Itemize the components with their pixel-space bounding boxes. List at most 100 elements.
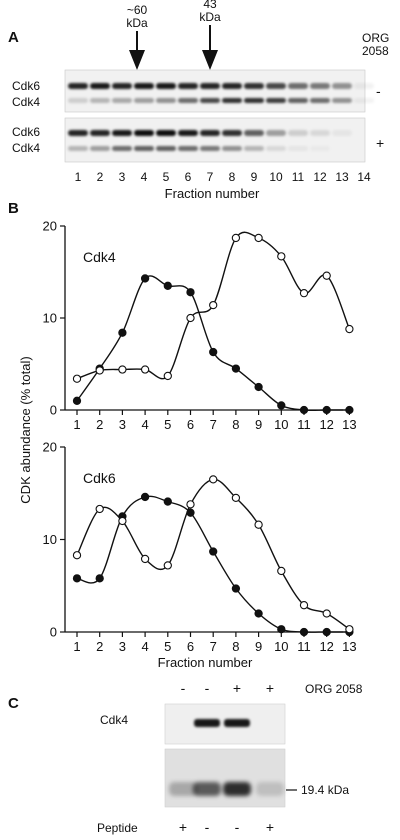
blot-band-cdk4 (222, 146, 242, 151)
data-point-open (299, 601, 309, 610)
blot-band-cdk6 (90, 83, 110, 89)
data-point-open (345, 625, 354, 634)
blot-band-cdk6 (134, 130, 154, 136)
data-point-filled (95, 574, 104, 583)
data-point-filled (322, 627, 331, 637)
lane-number: 2 (97, 170, 104, 184)
arrow-43kda-label-1: 43 (203, 0, 217, 11)
lane-number: 12 (313, 170, 327, 184)
phospho-band (193, 782, 221, 796)
lane-numbers: 1 2 3 4 5 6 7 8 9 10 11 12 13 14 (75, 170, 371, 184)
blot-band-cdk4 (156, 146, 176, 151)
blot-band-cdk4 (178, 146, 198, 151)
panel-a: A ~60 kDa 43 kDa ORG 2058 Cdk6 Cdk4 - Cd… (8, 0, 389, 201)
x-tick-label: 13 (342, 417, 356, 432)
panel-b-ylabel: CDK abundance (% total) (18, 356, 33, 503)
data-point-filled (140, 274, 150, 283)
data-point-filled (186, 288, 195, 297)
data-point-filled (140, 492, 150, 502)
blot-band-cdk4 (354, 98, 374, 103)
treatment-sign: + (233, 680, 241, 696)
panel-c-bands (169, 719, 284, 796)
data-point-open (72, 551, 82, 560)
lane-number: 4 (141, 170, 148, 184)
blot-band-cdk4 (156, 98, 176, 103)
data-point-filled (299, 405, 309, 415)
x-tick-label: 4 (141, 417, 148, 432)
blot-band-cdk4 (90, 146, 110, 151)
panel-c-marker-label: 19.4 kDa (301, 783, 349, 797)
peptide-sign: - (205, 819, 210, 835)
data-point-open (72, 374, 82, 383)
blot-band-cdk6 (68, 83, 88, 89)
blot-band-cdk6 (310, 130, 330, 136)
data-point-open (231, 233, 241, 243)
peptide-sign: + (266, 819, 274, 835)
data-point-open (254, 233, 263, 243)
cdk4-band (224, 719, 250, 727)
data-point-filled (209, 347, 218, 357)
panel-c-treatment-label: ORG 2058 (305, 682, 363, 696)
data-point-open (95, 504, 104, 514)
y-tick-label: 0 (50, 403, 57, 418)
panel-c-letter: C (8, 695, 19, 712)
x-tick-label: 5 (164, 417, 171, 432)
arrow-43kda-head (202, 50, 218, 70)
data-point-open (118, 365, 127, 374)
data-point-open (254, 520, 263, 529)
data-point-filled (163, 281, 172, 290)
chart-xlabel: Fraction number (158, 655, 253, 670)
data-point-open (345, 324, 354, 334)
phospho-band (223, 782, 251, 796)
treatment-sign: + (266, 680, 274, 696)
treatment-sign: - (205, 680, 210, 696)
x-tick-label: 7 (210, 417, 217, 432)
arrow-60kda-head (129, 50, 145, 70)
chart-title: Cdk6 (83, 470, 116, 486)
panel-c-treatment-signs: - - + + (181, 680, 274, 696)
panel-c-blot-lower (164, 748, 286, 808)
panel-c-blot-label: Cdk4 (100, 713, 128, 727)
blot-band-cdk6 (222, 130, 242, 136)
peptide-sign: - (235, 819, 240, 835)
x-tick-label: 13 (342, 639, 356, 654)
arrow-43kda: 43 kDa (199, 0, 221, 70)
blot-band-cdk4 (200, 146, 220, 151)
data-point-open (95, 366, 104, 375)
blot-plus-row-cdk6: Cdk6 (12, 125, 40, 139)
lane-number: 5 (163, 170, 170, 184)
lane-number: 7 (207, 170, 214, 184)
blot-minus-treatment: - (376, 83, 381, 99)
blot-band-cdk6 (178, 130, 198, 136)
x-tick-label: 10 (274, 639, 288, 654)
y-tick-label: 10 (43, 311, 57, 326)
blot-band-cdk6 (134, 83, 154, 89)
data-point-filled (209, 547, 218, 556)
blot-band-cdk4 (112, 98, 132, 103)
lane-number: 13 (335, 170, 349, 184)
x-tick-label: 12 (319, 417, 333, 432)
data-point-open (209, 300, 218, 310)
lane-number: 3 (119, 170, 126, 184)
data-point-open (140, 554, 150, 564)
chart-title: Cdk4 (83, 249, 116, 265)
blot-band-cdk4 (178, 98, 198, 103)
blot-band-cdk6 (156, 83, 176, 89)
x-tick-label: 8 (232, 417, 239, 432)
blot-minus-row-cdk4: Cdk4 (12, 95, 40, 109)
blot-band-cdk6 (200, 83, 220, 89)
blot-band-cdk6 (244, 130, 264, 136)
panel-b-letter: B (8, 200, 19, 217)
phospho-band (256, 782, 284, 796)
blot-band-cdk6 (332, 83, 352, 89)
blot-band-cdk4 (266, 98, 286, 103)
series-line-filled (76, 275, 350, 412)
blot-band-cdk4 (134, 98, 154, 103)
data-point-filled (277, 401, 286, 410)
lane-number: 14 (357, 170, 371, 184)
y-tick-label: 20 (43, 440, 57, 455)
blot-band-cdk6 (68, 130, 88, 136)
data-point-filled (254, 382, 263, 392)
